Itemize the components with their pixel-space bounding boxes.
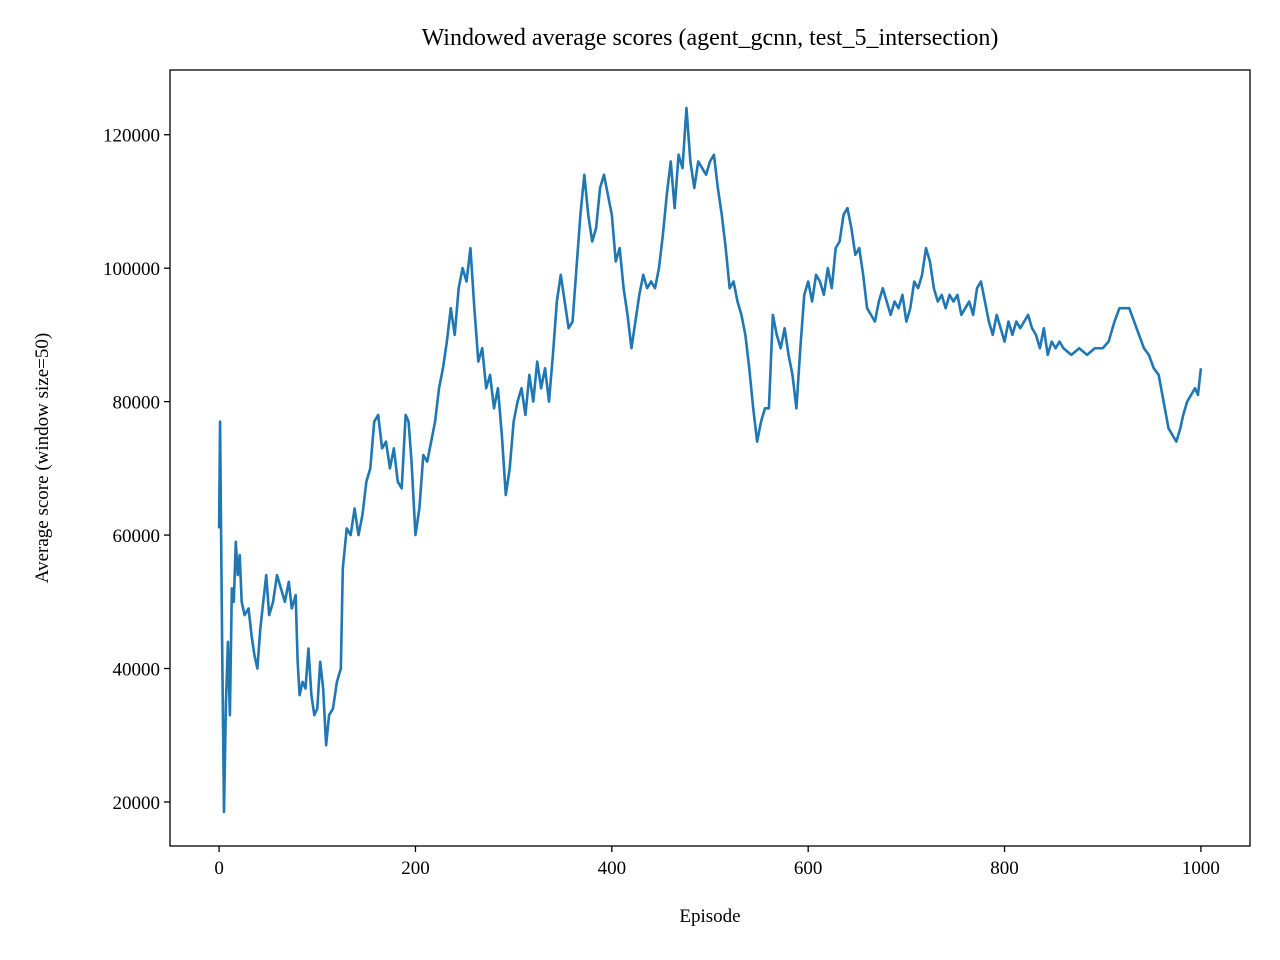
y-axis-label: Average score (window size=50) (32, 333, 53, 583)
y-tick-label: 120000 (103, 126, 160, 147)
x-tick-label: 200 (401, 858, 430, 879)
y-tick-label: 40000 (113, 660, 161, 681)
y-tick-label: 80000 (113, 393, 161, 414)
plot-frame (169, 69, 1251, 847)
x-tick-label: 600 (794, 858, 823, 879)
y-tick-label: 60000 (113, 526, 161, 547)
y-tick-label: 100000 (103, 259, 160, 280)
x-axis-label: Episode (679, 906, 740, 927)
chart-title: Windowed average scores (agent_gcnn, tes… (422, 25, 999, 51)
data-line (217, 106, 1203, 814)
x-tick-label: 800 (990, 858, 1019, 879)
x-tick-label: 1000 (1182, 858, 1220, 879)
y-tick-label: 20000 (113, 793, 161, 814)
x-tick-label: 400 (598, 858, 627, 879)
x-tick-label: 0 (214, 858, 224, 879)
